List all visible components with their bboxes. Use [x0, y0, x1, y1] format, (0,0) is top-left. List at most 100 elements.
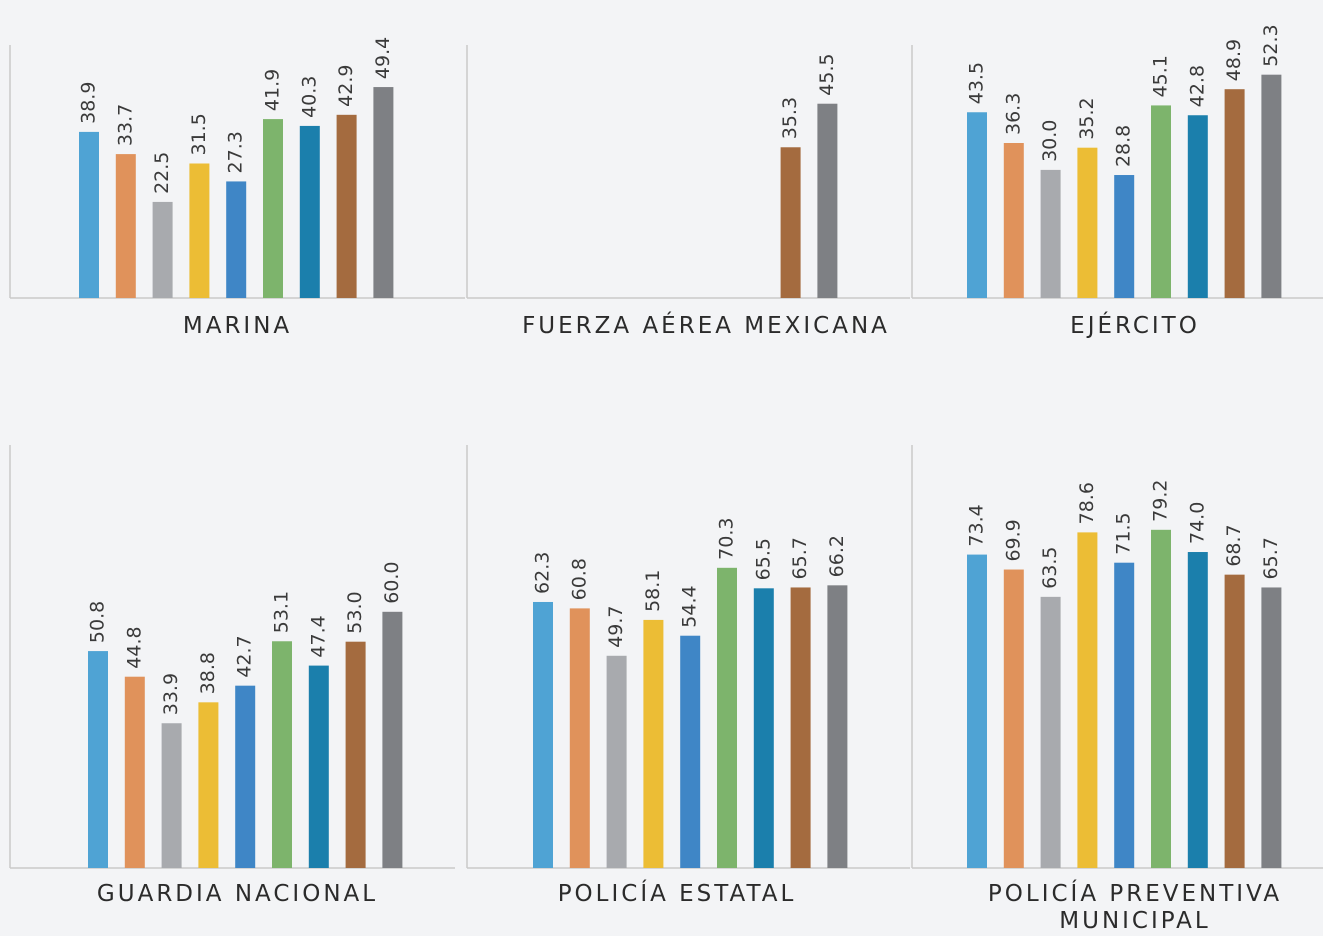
- value-label: 40.3: [298, 76, 320, 118]
- bar: [115, 154, 136, 298]
- value-label: 50.8: [87, 601, 109, 643]
- value-label: 30.0: [1039, 120, 1061, 162]
- value-label: 60.8: [568, 558, 590, 600]
- value-label: 49.4: [372, 37, 394, 79]
- bar: [1261, 587, 1282, 868]
- bar: [1187, 552, 1208, 868]
- bar: [1114, 175, 1135, 298]
- value-label: 38.9: [78, 82, 100, 124]
- bar: [680, 635, 701, 868]
- value-label: 69.9: [1002, 519, 1024, 561]
- value-label: 70.3: [716, 518, 738, 560]
- panel-title: POLICÍA PREVENTIVA MUNICIPAL: [987, 881, 1283, 934]
- panel-title: GUARDIA NACIONAL: [96, 881, 379, 907]
- value-label: 60.0: [381, 561, 403, 603]
- value-label: 45.1: [1150, 55, 1172, 97]
- value-label: 31.5: [188, 113, 210, 155]
- bar: [1077, 532, 1098, 868]
- bar: [1077, 147, 1098, 298]
- bar: [161, 723, 182, 868]
- bar: [1003, 142, 1024, 298]
- bar: [1040, 596, 1061, 868]
- value-label: 27.3: [225, 131, 247, 173]
- value-label: 41.9: [262, 69, 284, 111]
- value-label: 35.3: [779, 97, 801, 139]
- bar: [345, 641, 366, 868]
- bar: [226, 181, 247, 298]
- bar: [1114, 562, 1135, 868]
- bar: [606, 655, 627, 868]
- bar: [79, 131, 99, 298]
- value-label: 58.1: [642, 570, 664, 612]
- value-label: 65.7: [789, 537, 811, 579]
- value-label: 54.4: [679, 585, 701, 627]
- value-label: 42.8: [1186, 65, 1208, 107]
- bar: [827, 585, 848, 868]
- bar: [198, 702, 219, 868]
- value-label: 22.5: [151, 152, 173, 194]
- bar: [235, 685, 256, 868]
- value-label: 49.7: [605, 605, 627, 647]
- value-label: 43.5: [966, 62, 988, 104]
- panel-title: FUERZA AÉREA MEXICANA: [522, 313, 890, 339]
- value-label: 65.7: [1260, 537, 1282, 579]
- bar: [967, 112, 987, 298]
- bar: [272, 641, 292, 868]
- value-label: 65.5: [752, 538, 774, 580]
- value-label: 62.3: [532, 552, 554, 594]
- bar: [643, 619, 664, 868]
- value-label: 48.9: [1223, 39, 1245, 81]
- bar: [124, 676, 145, 868]
- bar: [569, 608, 590, 868]
- value-label: 68.7: [1223, 524, 1245, 566]
- value-label: 33.9: [160, 673, 182, 715]
- bar: [1151, 529, 1171, 868]
- bar: [373, 87, 394, 298]
- bar: [790, 587, 811, 868]
- value-label: 35.2: [1076, 97, 1098, 139]
- panel-title: POLICÍA ESTATAL: [557, 881, 797, 907]
- value-label: 47.4: [307, 615, 329, 657]
- bar: [533, 601, 553, 868]
- bar: [967, 554, 987, 868]
- value-label: 79.2: [1150, 480, 1172, 522]
- value-label: 71.5: [1113, 512, 1135, 554]
- value-label: 73.4: [966, 504, 988, 546]
- bar: [308, 665, 329, 868]
- value-label: 33.7: [114, 104, 136, 146]
- value-label: 53.0: [344, 591, 366, 633]
- bar: [1040, 169, 1061, 298]
- value-label: 74.0: [1186, 502, 1208, 544]
- value-label: 36.3: [1002, 93, 1024, 135]
- value-label: 38.8: [197, 652, 219, 694]
- panel-title: EJÉRCITO: [1070, 313, 1200, 339]
- bar: [817, 103, 838, 298]
- value-label: 63.5: [1039, 547, 1061, 589]
- value-label: 42.7: [234, 635, 256, 677]
- bar: [152, 201, 173, 298]
- bar: [299, 125, 320, 298]
- bar: [382, 611, 403, 868]
- bar: [1187, 115, 1208, 298]
- bar: [1003, 569, 1024, 868]
- bar: [1261, 74, 1282, 298]
- bar: [189, 163, 210, 298]
- value-label: 52.3: [1260, 24, 1282, 66]
- bar: [1151, 105, 1171, 298]
- bar: [753, 588, 774, 868]
- bar: [780, 147, 801, 298]
- value-label: 28.8: [1113, 125, 1135, 167]
- value-label: 45.5: [816, 53, 838, 95]
- value-label: 78.6: [1076, 482, 1098, 524]
- value-label: 44.8: [123, 626, 145, 668]
- value-label: 53.1: [271, 591, 293, 633]
- value-label: 66.2: [826, 535, 848, 577]
- bar: [717, 567, 737, 868]
- bar: [1224, 89, 1245, 299]
- bar: [263, 119, 283, 298]
- bar: [1224, 574, 1245, 868]
- value-label: 42.9: [335, 65, 357, 107]
- bar: [88, 651, 108, 868]
